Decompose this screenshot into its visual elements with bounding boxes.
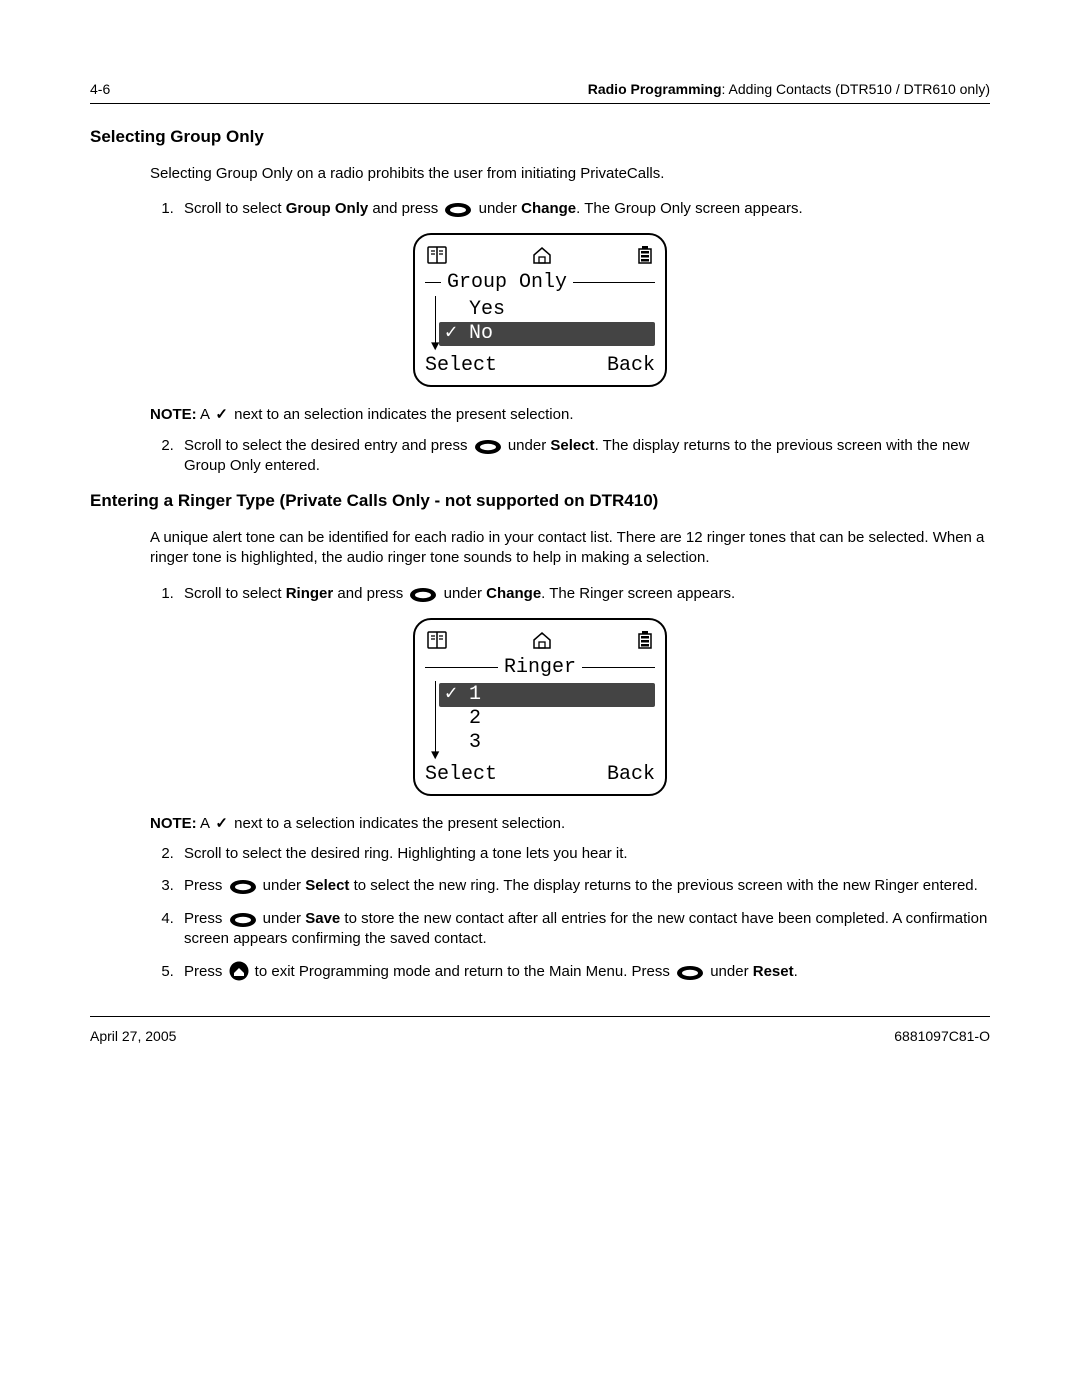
pill-button-icon <box>444 202 472 218</box>
screen2-title: Ringer <box>498 654 582 681</box>
pill-button-icon <box>229 912 257 928</box>
home-icon <box>531 245 553 265</box>
option-no: ✓ No <box>439 322 655 346</box>
option-3: 3 <box>435 731 655 755</box>
option-1: ✓ 1 <box>439 683 655 707</box>
header-rule <box>90 103 990 104</box>
battery-icon <box>637 245 653 265</box>
home-icon <box>531 630 553 650</box>
softkey-select: Select <box>425 352 497 379</box>
option-yes: Yes <box>435 298 655 322</box>
pill-button-icon <box>229 879 257 895</box>
s2-step5: Press to exit Programming mode and retur… <box>178 961 990 982</box>
softkey-back: Back <box>607 352 655 379</box>
screen-group-only: Group Only ▼ Yes ✓ No Select Back <box>413 233 667 387</box>
s2-step3: Press under Select to select the new rin… <box>178 876 990 896</box>
check-icon <box>213 406 230 423</box>
option-2: 2 <box>435 707 655 731</box>
s1-step2: Scroll to select the desired entry and p… <box>178 436 990 477</box>
page-header: 4-6 Radio Programming: Adding Contacts (… <box>90 80 990 99</box>
section1-steps-cont: Scroll to select the desired entry and p… <box>90 436 990 477</box>
section1-intro: Selecting Group Only on a radio prohibit… <box>150 164 990 184</box>
s1-step1: Scroll to select Group Only and press un… <box>178 199 990 219</box>
footer-date: April 27, 2005 <box>90 1027 176 1046</box>
page-footer: April 27, 2005 6881097C81-O <box>90 1027 990 1046</box>
check-icon <box>213 815 230 832</box>
section2-title: Entering a Ringer Type (Private Calls On… <box>90 490 990 513</box>
section2-steps-cont: Scroll to select the desired ring. Highl… <box>90 844 990 982</box>
s2-step2: Scroll to select the desired ring. Highl… <box>178 844 990 864</box>
s2-step4: Press under Save to store the new contac… <box>178 909 990 950</box>
section2-intro: A unique alert tone can be identified fo… <box>150 528 990 569</box>
section1-note: NOTE: A next to an selection indicates t… <box>150 405 990 425</box>
page-number: 4-6 <box>90 80 110 99</box>
softkey-select: Select <box>425 761 497 788</box>
pill-button-icon <box>676 965 704 981</box>
footer-doc: 6881097C81-O <box>894 1027 990 1046</box>
breadcrumb: Radio Programming: Adding Contacts (DTR5… <box>588 80 990 99</box>
book-icon <box>427 631 447 649</box>
section1-title: Selecting Group Only <box>90 126 990 149</box>
s2-step1: Scroll to select Ringer and press under … <box>178 584 990 604</box>
section2-note: NOTE: A next to a selection indicates th… <box>150 814 990 834</box>
pill-button-icon <box>474 439 502 455</box>
book-icon <box>427 246 447 264</box>
battery-icon <box>637 630 653 650</box>
pill-button-icon <box>409 587 437 603</box>
home-button-icon <box>229 961 249 981</box>
footer-rule <box>90 1016 990 1017</box>
section1-steps: Scroll to select Group Only and press un… <box>90 199 990 219</box>
section2-steps: Scroll to select Ringer and press under … <box>90 584 990 604</box>
softkey-back: Back <box>607 761 655 788</box>
screen1-title: Group Only <box>441 269 573 296</box>
screen-ringer: Ringer ▼ ✓ 1 2 3 Select Back <box>413 618 667 796</box>
